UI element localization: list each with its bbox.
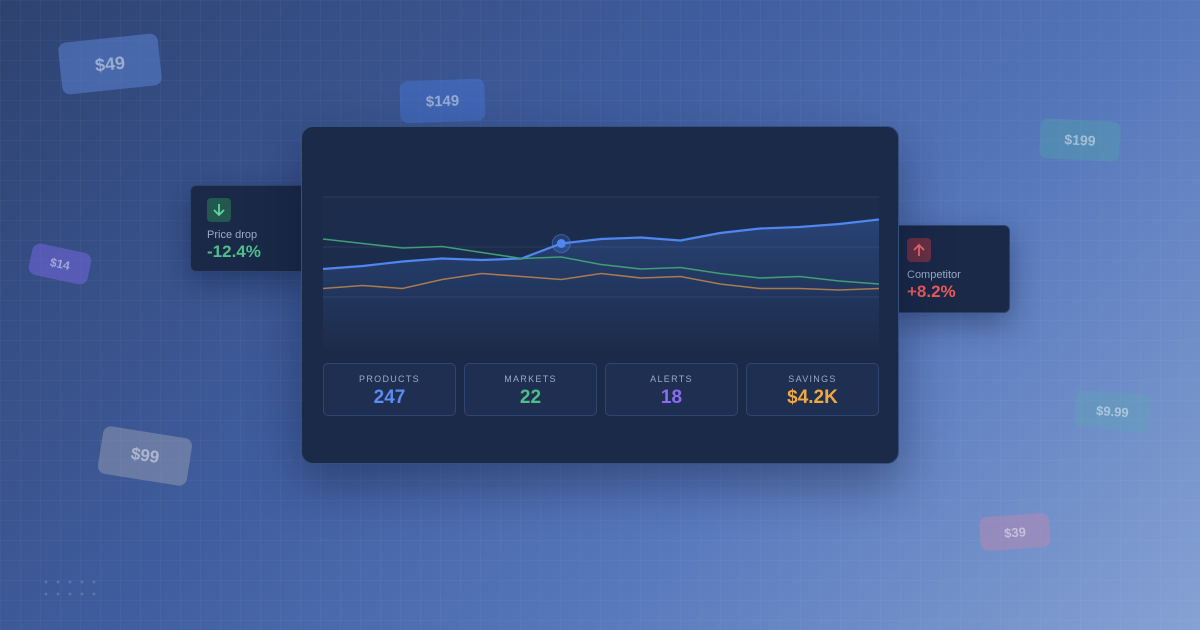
stat-value: $4.2K bbox=[787, 387, 838, 408]
line bbox=[322, 218, 880, 271]
stat-label: PRODUCTS bbox=[359, 374, 420, 384]
line-chart bbox=[322, 196, 880, 347]
stat-card: PRODUCTS 247 bbox=[323, 363, 456, 416]
callout-label: Price drop bbox=[207, 229, 258, 241]
down-icon bbox=[207, 198, 231, 222]
up-icon bbox=[907, 238, 931, 262]
callout-value: +8.2% bbox=[907, 282, 956, 301]
stat-card: SAVINGS $4.2K bbox=[746, 363, 879, 416]
stat-value: 247 bbox=[373, 387, 406, 408]
price-tag: $9.99 bbox=[1073, 389, 1152, 433]
stat-label: MARKETS bbox=[504, 374, 557, 384]
highlight-point bbox=[556, 239, 566, 248]
callout-value: -12.4% bbox=[207, 242, 261, 261]
dot-pattern bbox=[40, 576, 104, 604]
stat-label: ALERTS bbox=[650, 374, 693, 384]
price-drop-callout: Price drop -12.4% bbox=[190, 185, 310, 272]
stat-card: MARKETS 22 bbox=[464, 363, 597, 416]
stat-value: 22 bbox=[519, 387, 542, 408]
stat-value: 18 bbox=[660, 387, 683, 408]
line bbox=[322, 238, 880, 285]
price-tag: $199 bbox=[1039, 117, 1121, 163]
price-tag: $39 bbox=[978, 512, 1052, 552]
competitor-callout: Competitor +8.2% bbox=[890, 225, 1010, 313]
dashboard-card: PRODUCTS 247 MARKETS 22 ALERTS 18 SAVINGS $4.2K bbox=[301, 126, 899, 464]
price-tag: $149 bbox=[399, 78, 486, 124]
price-tag: $49 bbox=[57, 32, 163, 96]
line bbox=[322, 272, 880, 291]
line-area bbox=[323, 219, 879, 347]
stat-card: ALERTS 18 bbox=[605, 363, 738, 416]
callout-label: Competitor bbox=[907, 269, 961, 281]
stat-label: SAVINGS bbox=[788, 374, 837, 384]
